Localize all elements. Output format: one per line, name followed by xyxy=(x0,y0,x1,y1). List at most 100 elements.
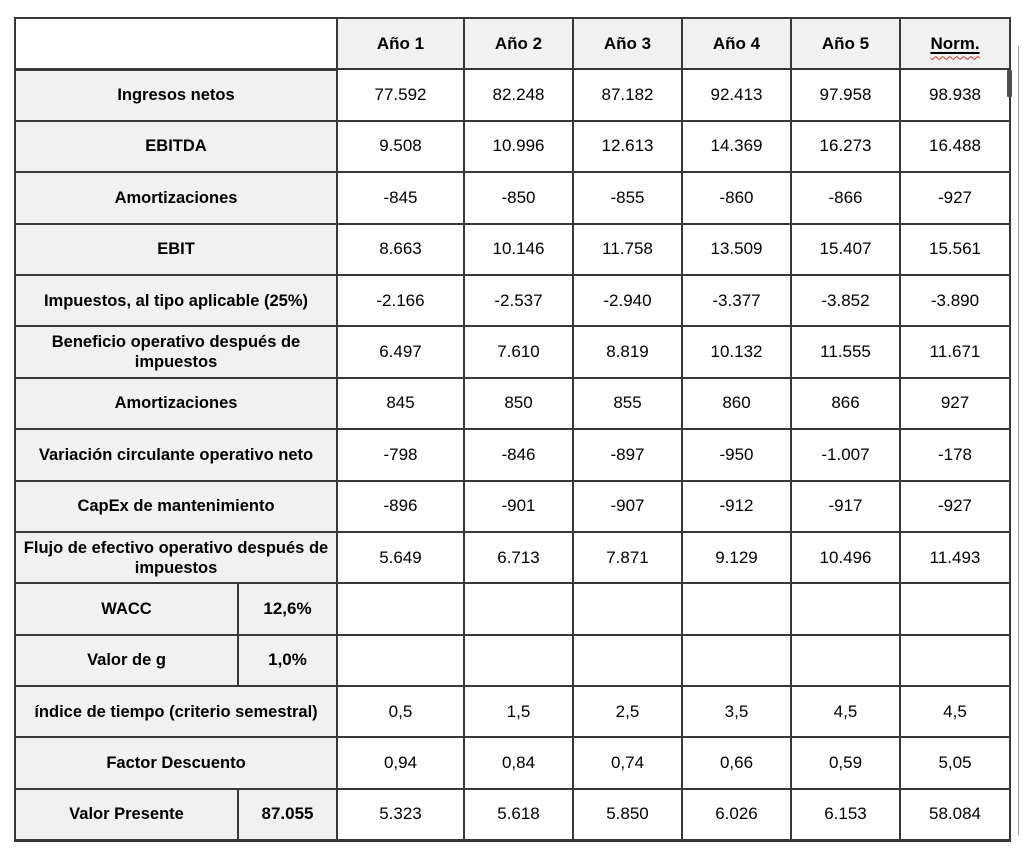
cell-value: 0,94 xyxy=(336,736,465,790)
cell-value: -2.940 xyxy=(572,273,683,328)
table-row: EBITDA 9.508 10.996 12.613 14.369 16.273 16.48… xyxy=(14,119,1011,174)
cell-value: 10.146 xyxy=(463,222,574,276)
cell-value: 4,5 xyxy=(790,685,901,739)
table-header: Año 1 Año 2 Año 3 Año 4 Año 5 Norm. xyxy=(14,16,1011,71)
cell-value: -2.537 xyxy=(463,273,574,328)
cell-value: 3,5 xyxy=(681,685,792,739)
cell-value: -1.007 xyxy=(790,428,901,482)
cell-value: 860 xyxy=(681,376,792,431)
table-row: EBIT 8.663 10.146 11.758 13.509 15.407 15.561 xyxy=(14,222,1011,276)
cell-value: -845 xyxy=(336,171,465,225)
table-row: Variación circulante operativo neto -798-… xyxy=(14,428,1011,482)
cell-value: 866 xyxy=(790,376,901,431)
cell-value: 15.561 xyxy=(899,222,1011,276)
cell-value: 16.273 xyxy=(790,119,901,174)
row-sub-value: 12,6% xyxy=(237,582,338,636)
table-row: Ingresos netos 77.592 82.248 87.182 92.413 97… xyxy=(14,68,1011,122)
cell-value xyxy=(336,633,465,688)
cell-value: 11.671 xyxy=(899,325,1011,379)
cell-value xyxy=(899,633,1011,688)
cell-value xyxy=(572,633,683,688)
table-row: Amortizaciones 845 850 855 860 866 927 xyxy=(14,376,1011,431)
cell-value xyxy=(790,582,901,636)
cell-value: -866 xyxy=(790,171,901,225)
row-label: Beneficio operativo después de impuestos xyxy=(14,325,338,379)
cell-value: -846 xyxy=(463,428,574,482)
cell-value: 8.819 xyxy=(572,325,683,379)
column-header-label: Norm. xyxy=(930,33,980,53)
cell-value xyxy=(463,633,574,688)
header-row: Año 1 Año 2 Año 3 Año 4 Año 5 Norm. xyxy=(14,16,1011,71)
cell-value: 9.508 xyxy=(336,119,465,174)
row-label: Ingresos netos xyxy=(14,68,338,122)
cell-value: 82.248 xyxy=(463,68,574,122)
cell-value: 6.713 xyxy=(463,530,574,585)
cell-value: 0,5 xyxy=(336,685,465,739)
cell-value: -950 xyxy=(681,428,792,482)
row-label: índice de tiempo (criterio semestral) xyxy=(14,685,338,739)
table-row: Valor Presente 87.055 5.323 5.618 5.850 6.026… xyxy=(14,787,1011,842)
cell-value: -896 xyxy=(336,479,465,533)
cell-value: 850 xyxy=(463,376,574,431)
cell-value: 6.153 xyxy=(790,787,901,842)
cell-value: 12.613 xyxy=(572,119,683,174)
cell-value: 5.618 xyxy=(463,787,574,842)
cell-value: 855 xyxy=(572,376,683,431)
column-header: Año 4 xyxy=(681,16,792,71)
cell-value: -912 xyxy=(681,479,792,533)
cell-value: -917 xyxy=(790,479,901,533)
cell-value: 14.369 xyxy=(681,119,792,174)
table-row: Impuestos, al tipo aplicable (25%) -2.166… xyxy=(14,273,1011,328)
cell-value: -178 xyxy=(899,428,1011,482)
cell-value: 92.413 xyxy=(681,68,792,122)
cell-value: -2.166 xyxy=(336,273,465,328)
page-edge-line xyxy=(1018,46,1019,835)
cell-value: -798 xyxy=(336,428,465,482)
cell-value: 2,5 xyxy=(572,685,683,739)
column-header: Norm. xyxy=(899,16,1011,71)
table-row: Amortizaciones -845 -850 -855 -860 -866 -927 xyxy=(14,171,1011,225)
table-row: CapEx de mantenimiento -896 -901 -907 -912 -9… xyxy=(14,479,1011,533)
cell-value xyxy=(899,582,1011,636)
cell-value: 13.509 xyxy=(681,222,792,276)
cell-value: 0,59 xyxy=(790,736,901,790)
row-label: Valor de g xyxy=(14,633,239,688)
row-label: Amortizaciones xyxy=(14,376,338,431)
cell-value: 5.850 xyxy=(572,787,683,842)
table-row: Valor de g 1,0% xyxy=(14,633,1011,688)
cell-value: -901 xyxy=(463,479,574,533)
row-label: CapEx de mantenimiento xyxy=(14,479,338,533)
cell-value: 58.084 xyxy=(899,787,1011,842)
row-label: Factor Descuento xyxy=(14,736,338,790)
cell-value: 16.488 xyxy=(899,119,1011,174)
cell-value: 845 xyxy=(336,376,465,431)
cell-value: 5.323 xyxy=(336,787,465,842)
table-row: Factor Descuento 0,94 0,84 0,74 0,66 0,59 5,05 xyxy=(14,736,1011,790)
cell-value: 927 xyxy=(899,376,1011,431)
cell-value: -3.377 xyxy=(681,273,792,328)
table-row: Flujo de efectivo operativo después de i… xyxy=(14,530,1011,585)
cell-value xyxy=(463,582,574,636)
row-label: Valor Presente xyxy=(14,787,239,842)
cell-value: 9.129 xyxy=(681,530,792,585)
column-header: Año 3 xyxy=(572,16,683,71)
cell-value: 6.497 xyxy=(336,325,465,379)
cell-value: -860 xyxy=(681,171,792,225)
cell-value: -927 xyxy=(899,479,1011,533)
table-row: índice de tiempo (criterio semestral) 0,5… xyxy=(14,685,1011,739)
cell-value: 97.958 xyxy=(790,68,901,122)
cell-value: 1,5 xyxy=(463,685,574,739)
cell-value: 4,5 xyxy=(899,685,1011,739)
cell-value: -850 xyxy=(463,171,574,225)
scrollbar-thumb[interactable] xyxy=(1007,70,1012,97)
row-label: WACC xyxy=(14,582,239,636)
cell-value: 77.592 xyxy=(336,68,465,122)
cell-value: 15.407 xyxy=(790,222,901,276)
cell-value: -3.890 xyxy=(899,273,1011,328)
cell-value: 7.610 xyxy=(463,325,574,379)
cell-value: 10.132 xyxy=(681,325,792,379)
cell-value: 0,66 xyxy=(681,736,792,790)
table-row: Beneficio operativo después de impuestos… xyxy=(14,325,1011,379)
cell-value xyxy=(572,582,683,636)
